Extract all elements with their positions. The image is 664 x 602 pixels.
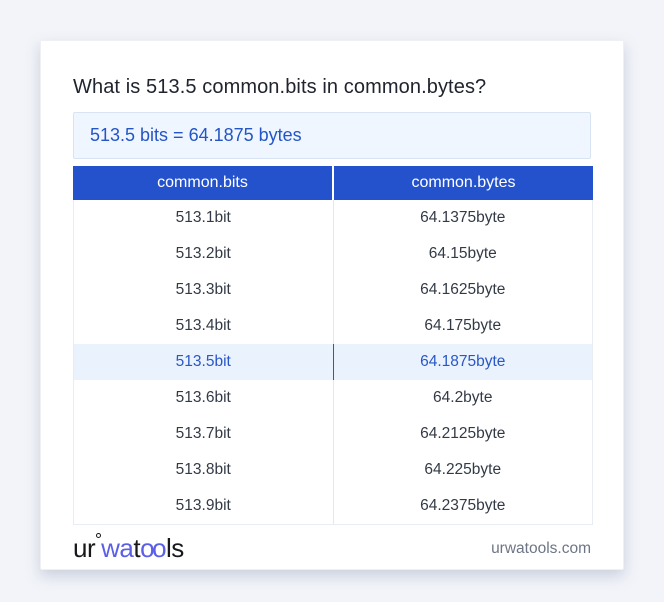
table-row: 513.8bit 64.225byte xyxy=(74,452,592,488)
bits-value: 513.2bit xyxy=(74,236,334,272)
bits-value: 513.7bit xyxy=(74,416,334,452)
bits-value: 513.1bit xyxy=(74,200,334,236)
table-body: 513.1bit 64.1375byte 513.2bit 64.15byte … xyxy=(73,200,593,525)
bytes-value: 64.2byte xyxy=(433,389,493,406)
converter-card: What is 513.5 common.bits in common.byte… xyxy=(40,40,624,570)
site-url-link[interactable]: urwatools.com xyxy=(491,539,591,557)
table-row: 513.2bit 64.15byte xyxy=(74,236,592,272)
table-row: 513.6bit 64.2byte xyxy=(74,380,592,416)
bits-value: 513.6bit xyxy=(74,380,334,416)
bytes-value: 64.225byte xyxy=(424,461,502,478)
table-row: 513.9bit 64.2375byte xyxy=(74,488,592,524)
logo-part-wa: wa xyxy=(101,533,134,563)
bytes-value: 64.1875byte xyxy=(420,353,506,370)
bits-value: 513.3bit xyxy=(74,272,334,308)
table-row-highlighted: 513.5bit 64.1875byte xyxy=(74,344,592,380)
logo-part-ls: ls xyxy=(166,533,184,563)
urwatools-logo[interactable]: ur wa t oo ls xyxy=(73,533,184,564)
table-row: 513.1bit 64.1375byte xyxy=(74,200,592,236)
table-header-bits: common.bits xyxy=(73,166,334,200)
bits-value: 513.8bit xyxy=(74,452,334,488)
table-header-bytes: common.bytes xyxy=(411,174,516,191)
bits-value: 513.5bit xyxy=(74,344,334,380)
logo-glasses-oo: oo xyxy=(140,533,166,563)
conversion-result-text: 513.5 bits = 64.1875 bytes xyxy=(90,125,302,145)
bytes-value: 64.2125byte xyxy=(420,425,506,442)
bytes-value: 64.1625byte xyxy=(420,281,506,298)
table-row: 513.4bit 64.175byte xyxy=(74,308,592,344)
card-footer: ur wa t oo ls urwatools.com xyxy=(73,533,591,564)
logo-ring-icon xyxy=(95,533,101,538)
bytes-value: 64.2375byte xyxy=(420,497,506,514)
bytes-value: 64.1375byte xyxy=(420,209,506,226)
bits-value: 513.9bit xyxy=(74,488,334,524)
bytes-value: 64.175byte xyxy=(424,317,502,334)
bits-value: 513.4bit xyxy=(74,308,334,344)
bytes-value: 64.15byte xyxy=(428,245,497,262)
table-row: 513.7bit 64.2125byte xyxy=(74,416,592,452)
page-title: What is 513.5 common.bits in common.byte… xyxy=(73,76,487,98)
conversion-table: common.bits common.bytes 513.1bit 64.137… xyxy=(73,166,593,525)
table-row: 513.3bit 64.1625byte xyxy=(74,272,592,308)
table-header-row: common.bits common.bytes xyxy=(73,166,593,200)
logo-part-ur: ur xyxy=(73,533,96,563)
logo-part-t: t xyxy=(133,533,141,563)
conversion-result-box: 513.5 bits = 64.1875 bytes xyxy=(73,112,591,159)
